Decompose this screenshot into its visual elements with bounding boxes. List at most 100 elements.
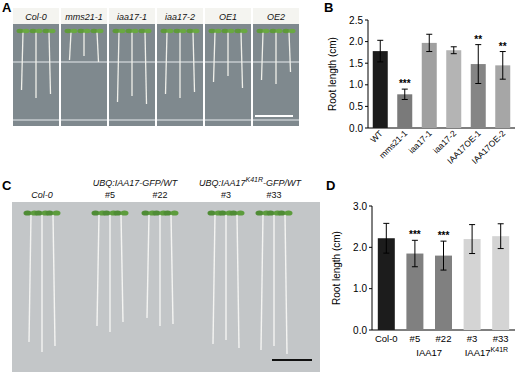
root <box>159 214 160 326</box>
error-cap <box>383 253 389 254</box>
cotyledon <box>193 29 200 33</box>
error-bar <box>402 89 408 99</box>
error-line <box>500 224 501 249</box>
y-tick-label: 2.5 <box>349 15 363 26</box>
y-tick <box>369 247 372 248</box>
photo-label: mms21-1 <box>65 12 103 22</box>
panel-letter: D <box>326 178 335 193</box>
error-bar <box>475 45 481 84</box>
photo-background <box>253 24 299 126</box>
root <box>49 32 51 94</box>
error-cap <box>469 224 475 225</box>
photo-background <box>13 24 59 126</box>
error-line <box>404 89 405 99</box>
root <box>193 32 195 92</box>
y-tick <box>365 106 368 107</box>
error-cap <box>377 61 383 62</box>
photo-background <box>157 24 203 126</box>
cotyledon <box>164 210 172 215</box>
root <box>166 32 168 94</box>
error-cap <box>383 223 389 224</box>
error-cap <box>451 53 457 54</box>
panel-letter: B <box>324 0 333 15</box>
label-part: IAA17 <box>416 347 442 358</box>
error-cap <box>451 46 457 47</box>
significance-label: *** <box>409 229 421 240</box>
error-cap <box>475 83 481 84</box>
cotyledon <box>113 29 120 33</box>
cotyledon <box>167 29 174 33</box>
plate-line <box>253 119 299 120</box>
cotyledon <box>36 29 43 33</box>
bar <box>492 236 509 330</box>
cotyledon <box>180 29 187 33</box>
x-axis <box>368 128 515 129</box>
cotyledon <box>23 29 30 33</box>
cotyledon <box>92 210 100 215</box>
photo-label: Col-0 <box>31 190 53 200</box>
cotyledon <box>84 29 91 33</box>
plate-line <box>109 119 155 120</box>
error-cap <box>498 223 504 224</box>
x-tick-label: #3 <box>467 333 478 344</box>
x-tick-label: Col-0 <box>375 333 398 344</box>
y-tick-label: 3.0 <box>353 201 367 212</box>
y-tick-label: 0.0 <box>349 123 363 134</box>
cotyledon <box>46 210 54 215</box>
y-tick-label: 1.0 <box>349 79 363 90</box>
cotyledon <box>276 29 283 33</box>
y-tick <box>365 20 368 21</box>
cotyledon <box>142 210 150 215</box>
root <box>171 214 173 324</box>
root <box>83 32 84 56</box>
cotyledon <box>132 29 139 33</box>
photo-label: OE1 <box>219 12 237 22</box>
error-bar <box>412 240 418 266</box>
photo-c <box>12 202 320 372</box>
error-cap <box>498 248 504 249</box>
error-line <box>478 45 479 84</box>
error-cap <box>402 99 408 100</box>
error-cap <box>412 266 418 267</box>
error-line <box>472 225 473 254</box>
error-line <box>443 241 444 270</box>
cotyledon <box>171 210 179 215</box>
cotyledon <box>174 29 181 33</box>
photo-sublabel: #3 <box>221 190 231 200</box>
root <box>213 214 215 344</box>
significance-label: *** <box>438 230 450 241</box>
photo-a: Col-0mms21-1iaa17-1iaa17-2OE1OE2 <box>13 8 299 126</box>
root <box>109 214 110 332</box>
root <box>285 214 287 354</box>
cotyledon <box>228 29 235 33</box>
root <box>214 32 216 82</box>
y-tick <box>365 128 368 129</box>
root <box>227 32 228 76</box>
error-cap <box>426 51 432 52</box>
y-axis <box>368 20 369 128</box>
cotyledon <box>65 29 72 33</box>
y-tick <box>369 206 372 207</box>
root <box>131 32 132 96</box>
root <box>97 32 99 62</box>
plate-line <box>13 119 59 120</box>
cotyledon <box>215 29 222 33</box>
cotyledon <box>71 29 78 33</box>
bar <box>422 43 437 128</box>
root <box>41 214 42 352</box>
significance-label: ** <box>499 41 507 52</box>
error-bar <box>469 225 475 254</box>
error-line <box>380 40 381 62</box>
cotyledon <box>256 210 264 215</box>
cotyledon <box>119 29 126 33</box>
cotyledon <box>145 29 152 33</box>
y-tick <box>365 84 368 85</box>
y-tick-label: 2.0 <box>353 242 367 253</box>
error-bar <box>383 223 389 253</box>
error-cap <box>426 34 432 35</box>
error-bars <box>383 223 503 270</box>
cotyledon <box>230 210 238 215</box>
label-part: Col-0 <box>31 190 53 200</box>
label-part: K41R <box>246 176 264 183</box>
cotyledon <box>126 29 133 33</box>
